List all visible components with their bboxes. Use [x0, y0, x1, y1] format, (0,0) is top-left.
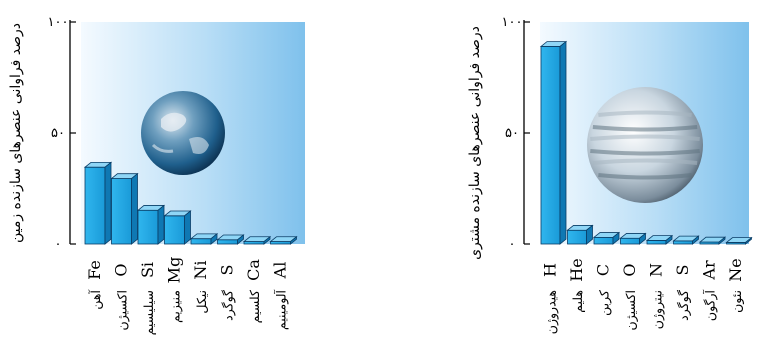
x-tick-label: نئون — [729, 290, 745, 313]
x-tick-label: S — [673, 265, 692, 276]
bar — [592, 231, 621, 245]
bar — [163, 210, 192, 245]
bar-front — [540, 46, 561, 245]
x-tick-label: O — [620, 263, 639, 276]
bar-front — [137, 209, 159, 245]
x-tick-label: Fe — [85, 260, 104, 280]
bar-front — [646, 240, 667, 245]
bar — [136, 204, 166, 245]
y-tick-label: ۵۰ — [505, 126, 519, 141]
x-tick-label: نیکل — [194, 290, 209, 314]
x-tick-label: هلیم — [570, 290, 586, 313]
bar-front — [164, 215, 185, 245]
bar — [83, 161, 113, 245]
x-tick-label: Ne — [726, 258, 745, 281]
bar — [698, 236, 727, 245]
bar-side — [665, 234, 673, 245]
bar-side — [157, 204, 165, 245]
bar-side — [612, 231, 620, 245]
x-tick-label: کلسیم — [247, 290, 263, 323]
x-tick-label: گوگرد — [221, 290, 237, 321]
y-tick-label: ۰ — [55, 237, 62, 252]
x-tick-label: گوگرد — [676, 290, 692, 321]
bar-side — [692, 235, 699, 245]
bar — [216, 234, 245, 245]
jupiter-planet-image — [587, 87, 703, 203]
bar-side — [263, 235, 271, 245]
bar — [619, 232, 647, 245]
y-tick-label: ۱۰۰ — [502, 15, 523, 30]
x-tick-label: Al — [271, 262, 290, 280]
y-axis-title: درصد فراوانی عنصرهای سازنده زمین — [8, 23, 24, 243]
x-tick-label: C — [594, 264, 613, 276]
bar-side — [639, 232, 646, 245]
x-tick-label: آرگون — [703, 289, 719, 321]
bar — [539, 40, 568, 245]
bar-front — [111, 178, 132, 245]
x-tick-label: اکسیژن — [623, 290, 639, 330]
bar-front — [620, 237, 640, 245]
y-axis-title: درصد فراوانی عنصرهای سازنده مشتری — [467, 26, 483, 260]
x-tick-label: Ar — [700, 260, 719, 281]
bar — [110, 172, 139, 245]
x-tick-label: He — [567, 258, 586, 281]
bar — [645, 234, 674, 245]
bar-side — [718, 236, 726, 245]
x-tick-label: Ni — [191, 260, 210, 279]
bar-side — [237, 234, 244, 245]
x-tick-label: S — [218, 265, 237, 276]
bar-front — [217, 239, 238, 245]
x-tick-label: هیدروژن — [544, 290, 560, 334]
earth-globe-image — [141, 91, 225, 175]
y-tick-label: ۱۰۰ — [48, 15, 69, 30]
x-tick-label: H — [541, 263, 560, 277]
bar — [725, 236, 753, 245]
x-tick-label: آهن — [88, 289, 104, 309]
bar-side — [184, 210, 191, 245]
bar-side — [745, 236, 752, 245]
x-tick-label: O — [112, 263, 131, 276]
earth-chart: ۰ ۵۰ ۱۰۰ درصد فراوانی عنصرهای سازنده زمین Fe… — [8, 15, 305, 335]
bar-front — [673, 240, 693, 245]
bar — [566, 224, 594, 245]
y-tick-label: ۵۰ — [51, 126, 65, 141]
x-tick-label: Si — [138, 262, 157, 278]
bar-front — [84, 166, 106, 245]
x-tick-label: اکسیژن — [115, 290, 131, 330]
bar — [672, 235, 700, 245]
bar-front — [567, 229, 587, 245]
x-tick-label: کربن — [597, 290, 613, 316]
bar-side — [104, 161, 112, 245]
jupiter-chart: ۰ ۵۰ ۱۰۰ درصد فراوانی عنصرهای سازنده مشتری H… — [467, 15, 753, 334]
bar-side — [559, 40, 567, 245]
y-tick-label: ۰ — [509, 237, 516, 252]
x-tick-label: منیزیم — [168, 290, 184, 323]
bar-side — [586, 224, 593, 245]
x-tick-label: نیتروژن — [650, 290, 666, 329]
bar-side — [290, 235, 297, 245]
x-tick-label: سیلیسیم — [141, 290, 157, 335]
bar-side — [210, 233, 218, 245]
bar-front — [593, 236, 614, 245]
x-tick-label: N — [647, 263, 666, 277]
bar-front — [190, 238, 212, 245]
bar-side — [131, 172, 138, 245]
x-tick-label: Ca — [244, 259, 263, 281]
x-tick-label: آلومینیم — [274, 289, 290, 330]
x-tick-label: Mg — [165, 257, 184, 284]
bar — [269, 235, 298, 245]
bar — [189, 233, 219, 245]
bar — [242, 235, 272, 245]
